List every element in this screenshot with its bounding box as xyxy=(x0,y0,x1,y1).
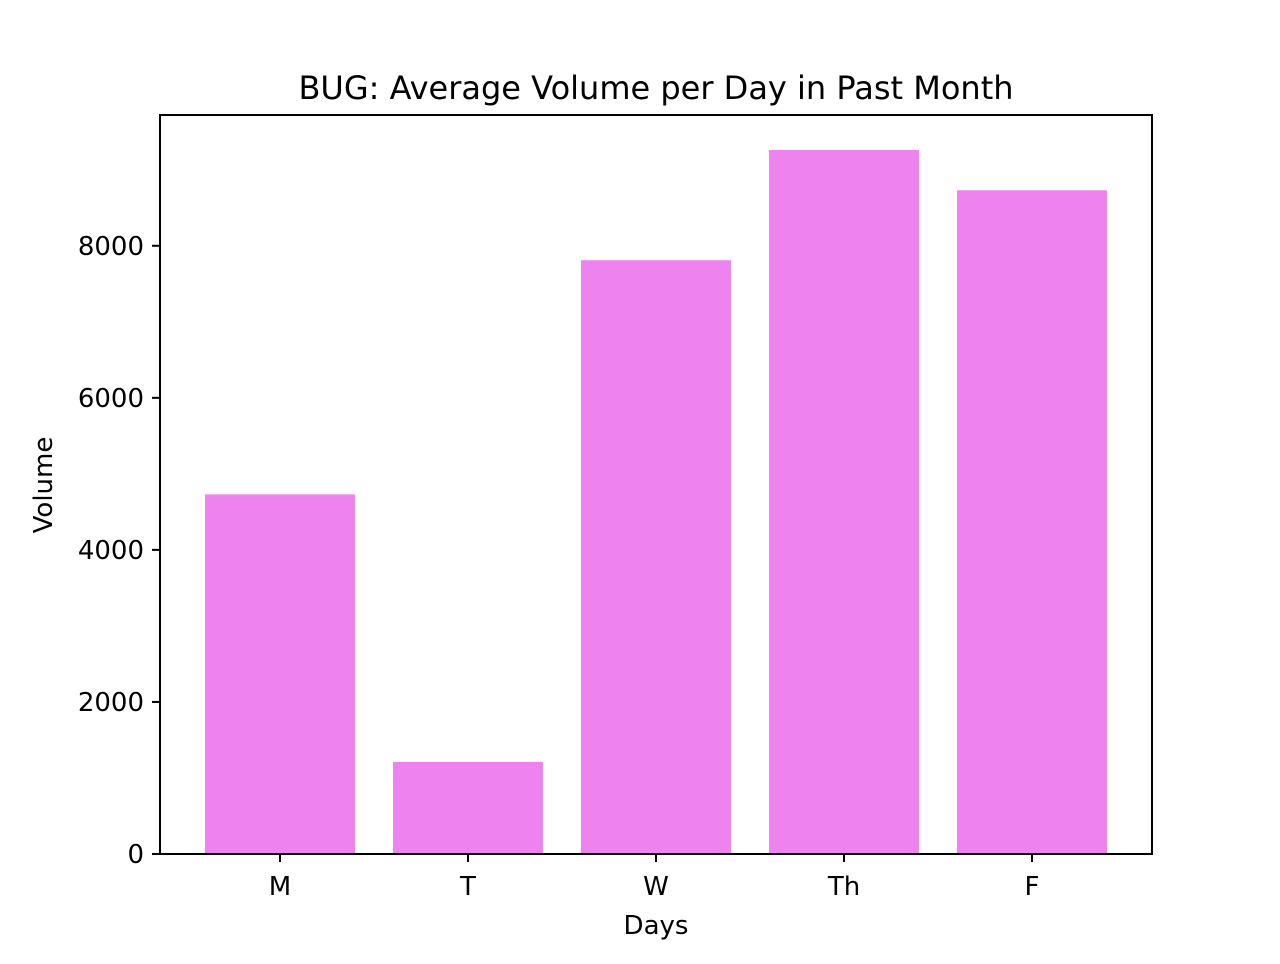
bar-t xyxy=(393,762,543,854)
bar-w xyxy=(581,260,731,854)
bar-m xyxy=(205,494,355,854)
x-tick-label: M xyxy=(269,872,291,902)
y-tick-label: 4000 xyxy=(78,536,144,566)
y-tick-label: 8000 xyxy=(78,232,144,262)
bars-layer xyxy=(205,149,1107,854)
bar-th xyxy=(769,149,919,854)
x-tick-label: W xyxy=(643,872,669,902)
bar-f xyxy=(957,190,1107,854)
y-axis-label: Volume xyxy=(29,437,59,534)
x-tick-label: F xyxy=(1025,872,1040,902)
y-tick-label: 0 xyxy=(127,840,144,870)
x-axis: M T W Th F xyxy=(269,854,1040,902)
plot-frame xyxy=(159,114,1153,855)
x-tick-label: T xyxy=(459,872,476,902)
chart-title: BUG: Average Volume per Day in Past Mont… xyxy=(298,69,1013,107)
y-axis: 0 2000 4000 6000 8000 xyxy=(78,232,160,870)
y-tick-label: 6000 xyxy=(78,384,144,414)
y-tick-label: 2000 xyxy=(78,688,144,718)
x-tick-label: Th xyxy=(827,872,860,902)
x-axis-label: Days xyxy=(624,911,689,941)
